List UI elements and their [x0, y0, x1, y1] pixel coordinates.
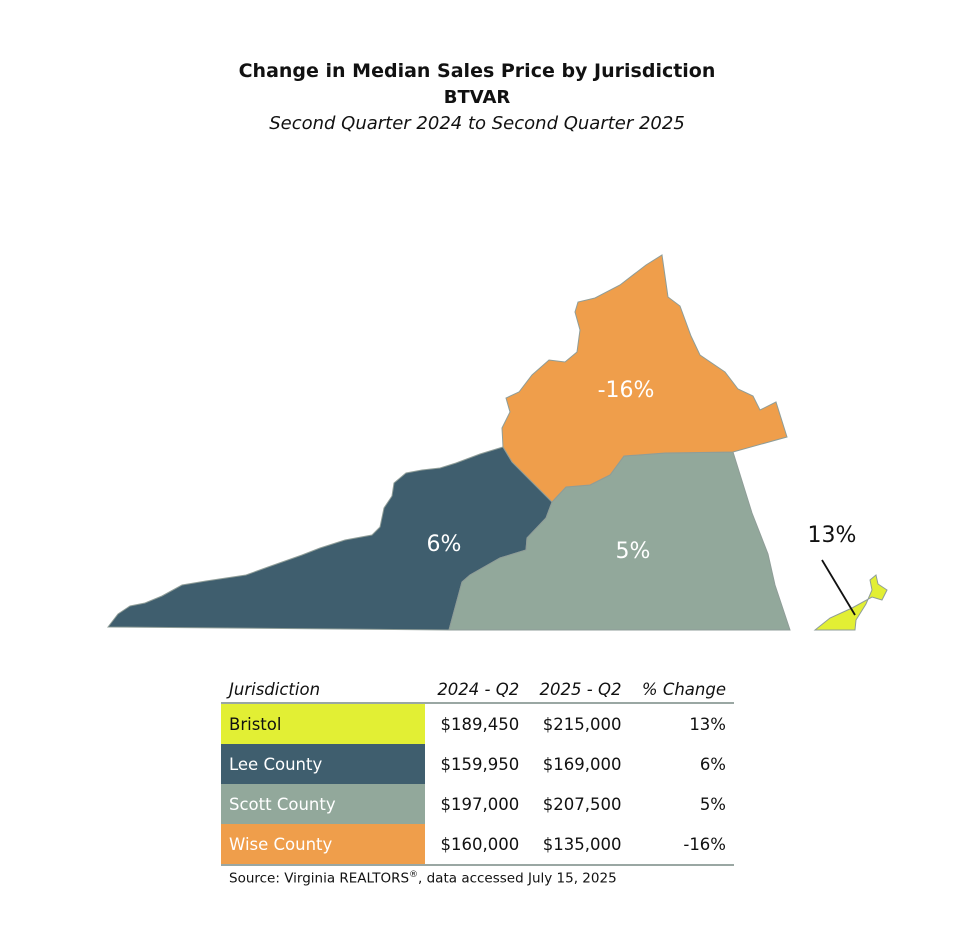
source-note: Source: Virginia REALTORS®, data accesse… — [229, 870, 617, 887]
registered-mark: ® — [409, 870, 419, 880]
cell-change: -16% — [629, 824, 734, 866]
header-change: % Change — [629, 676, 734, 704]
cell-2025: $169,000 — [542, 754, 622, 774]
cell-jurisdiction: Scott County — [221, 784, 425, 824]
table-row: Lee County $159,950 $169,000 6% — [221, 744, 734, 784]
map-title: Change in Median Sales Price by Jurisdic… — [238, 60, 716, 82]
map-period: Second Quarter 2024 to Second Quarter 20… — [269, 113, 685, 134]
cell-change: 5% — [699, 794, 726, 814]
label-wise: -16% — [598, 378, 655, 403]
cell-jurisdiction: Bristol — [221, 703, 425, 744]
jurisdiction-map: -16% 6% 5% 13% — [106, 254, 888, 631]
label-scott: 5% — [616, 539, 651, 564]
cell-2025: $215,000 — [542, 714, 622, 734]
table-row: Bristol $189,450 $215,000 13% — [221, 703, 734, 744]
cell-change: 6% — [699, 754, 726, 774]
bristol-callout-line — [821, 559, 856, 616]
source-text: Source: Virginia REALTORS — [229, 870, 410, 887]
cell-2024: $159,950 — [440, 754, 520, 774]
label-lee: 6% — [427, 532, 462, 557]
source-suffix: , data accessed July 15, 2025 — [418, 870, 617, 887]
cell-jurisdiction: Lee County — [221, 744, 425, 784]
cell-2025: $207,500 — [542, 794, 622, 814]
cell-2024: $160,000 — [425, 824, 528, 866]
cell-2024: $197,000 — [440, 794, 520, 814]
region-wise-county — [501, 254, 788, 503]
header-2024-q2: 2024 - Q2 — [425, 676, 528, 704]
table-header-row: Jurisdiction 2024 - Q2 2025 - Q2 % Chang… — [221, 676, 734, 704]
header-2025-q2: 2025 - Q2 — [527, 676, 630, 704]
table-row: Scott County $197,000 $207,500 5% — [221, 784, 734, 824]
price-table: Jurisdiction 2024 - Q2 2025 - Q2 % Chang… — [221, 676, 734, 866]
cell-2025: $135,000 — [527, 824, 630, 866]
cell-change: 13% — [689, 714, 726, 734]
header-jurisdiction: Jurisdiction — [221, 676, 425, 704]
region-bristol — [813, 574, 888, 631]
map-subtitle: BTVAR — [443, 87, 511, 108]
cell-jurisdiction: Wise County — [221, 824, 425, 866]
table-row: Wise County $160,000 $135,000 -16% — [221, 824, 734, 866]
cell-2024: $189,450 — [440, 714, 520, 734]
label-bristol: 13% — [808, 523, 857, 548]
